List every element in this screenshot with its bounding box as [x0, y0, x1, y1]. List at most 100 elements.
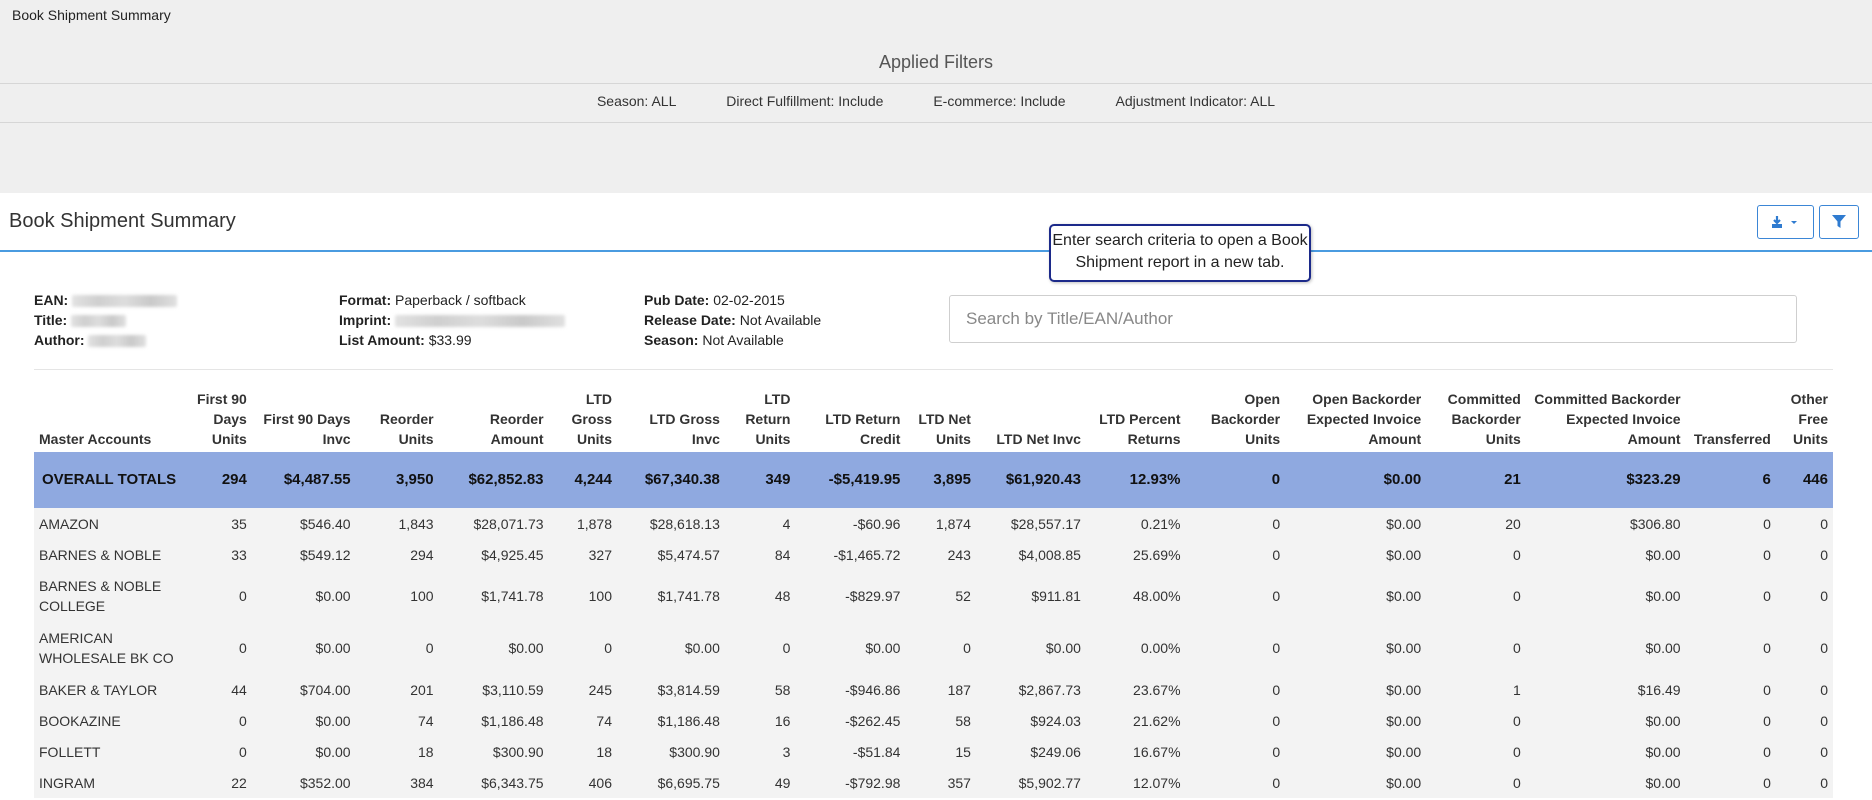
col-ltd-net-units[interactable]: LTD Net Units	[918, 411, 971, 447]
filter-button[interactable]	[1819, 205, 1859, 239]
table-cell: 12.07%	[1133, 774, 1181, 791]
table-cell: $0.00	[1386, 743, 1422, 760]
download-dropdown-button[interactable]	[1757, 205, 1814, 239]
table-cell: $4,925.45	[481, 546, 544, 563]
table-cell: $67,340.38	[617, 452, 725, 508]
author-value-redacted	[88, 335, 147, 348]
filters-divider-top	[0, 83, 1872, 84]
totals-row: OVERALL TOTALS 294 $4,487.55 3,950 $62,852.8…	[34, 452, 1833, 508]
season-label: Season:	[644, 332, 699, 348]
table-cell: $0.00	[1645, 712, 1681, 729]
list-amount-label: List Amount:	[339, 332, 425, 348]
table-cell: 0	[1820, 712, 1828, 729]
col-open-backorder-units[interactable]: Open Backorder Units	[1210, 391, 1281, 447]
account-name-cell: AMERICAN WHOLESALE BK CO	[39, 630, 174, 666]
col-first-90-days-invc[interactable]: First 90 Days Invc	[263, 411, 351, 447]
col-first-90-days-units[interactable]: First 90 Days Units	[197, 391, 247, 447]
table-cell: $28,618.13	[649, 515, 720, 532]
pub-date-value: 02-02-2015	[713, 292, 785, 308]
col-ltd-percent-returns[interactable]: LTD Percent Returns	[1099, 411, 1181, 447]
table-cell: 327	[588, 546, 612, 563]
table-cell: $323.29	[1525, 452, 1686, 508]
table-cell: 48	[774, 588, 791, 604]
table-cell: 0	[604, 640, 612, 656]
table-cell: 0	[1272, 546, 1281, 563]
table-row: AMAZON 35 $546.40 1,843 $28,071.73 1,878 $28,6…	[34, 508, 1833, 539]
format-label: Format:	[339, 292, 392, 308]
table-cell: 1,874	[935, 515, 971, 532]
col-ltd-net-invc[interactable]: LTD Net Invc	[996, 431, 1081, 447]
table-cell: $4,008.85	[1018, 546, 1081, 563]
table-cell: 294	[410, 546, 434, 563]
col-master-accounts[interactable]: Master Accounts	[39, 431, 152, 447]
table-cell: $0.00	[1386, 640, 1422, 656]
table-cell: $0.00	[1386, 588, 1422, 604]
table-cell: 3,950	[355, 452, 439, 508]
release-date-label: Release Date:	[644, 312, 736, 328]
table-cell: -$51.84	[852, 743, 901, 760]
col-committed-backorder-expected-invoice[interactable]: Committed Backorder Expected Invoice Amo…	[1534, 391, 1681, 447]
filters-divider-bottom	[0, 122, 1872, 123]
table-cell: 0	[1272, 515, 1281, 532]
account-name-cell: FOLLETT	[39, 743, 101, 760]
table-cell: 349	[724, 452, 796, 508]
season-value: Not Available	[702, 332, 784, 348]
table-cell: 0	[1763, 640, 1771, 656]
table-cell: $0.00	[1645, 640, 1681, 656]
col-open-backorder-expected-invoice[interactable]: Open Backorder Expected Invoice Amount	[1306, 391, 1422, 447]
table-cell: 0	[963, 640, 971, 656]
account-name-cell: BAKER & TAYLOR	[39, 681, 158, 698]
col-ltd-return-units[interactable]: LTD Return Units	[745, 391, 791, 447]
table-cell: 15	[955, 743, 971, 760]
table-cell: 0	[1513, 640, 1521, 656]
col-ltd-gross-units[interactable]: LTD Gross Units	[571, 391, 612, 447]
table-cell: 4	[782, 515, 791, 532]
account-name-cell: INGRAM	[39, 774, 95, 791]
col-committed-backorder-units[interactable]: Committed Backorder Units	[1447, 391, 1521, 447]
table-cell: 35	[231, 515, 247, 532]
table-cell: 0	[1185, 452, 1286, 508]
table-cell: 357	[947, 774, 971, 791]
col-transferred[interactable]: Transferred	[1693, 431, 1771, 447]
table-cell: 0	[1513, 743, 1521, 760]
table-cell: 16.67%	[1133, 743, 1181, 760]
table-cell: $6,695.75	[657, 774, 720, 791]
table-cell: 0	[1272, 681, 1281, 698]
table-cell: 0	[1763, 515, 1771, 532]
info-table-divider	[34, 369, 1833, 370]
table-cell: 44	[231, 681, 247, 698]
table-cell: 21	[1426, 452, 1526, 508]
col-reorder-amount[interactable]: Reorder Amount	[489, 411, 544, 447]
col-ltd-return-credit[interactable]: LTD Return Credit	[825, 411, 901, 447]
col-ltd-gross-invc[interactable]: LTD Gross Invc	[649, 411, 720, 447]
table-cell: 0	[1820, 515, 1828, 532]
table-cell: -$792.98	[845, 774, 901, 791]
col-reorder-units[interactable]: Reorder Units	[379, 411, 434, 447]
title-value-redacted	[71, 315, 127, 328]
table-cell: -$946.86	[845, 681, 901, 698]
table-cell: 0	[239, 588, 247, 604]
table-cell: $5,474.57	[657, 546, 720, 563]
search-input[interactable]	[949, 295, 1797, 343]
table-cell: 20	[1505, 515, 1521, 532]
search-tooltip: Enter search criteria to open a Book Shi…	[1049, 224, 1311, 282]
table-cell: 74	[417, 712, 434, 729]
table-cell: $0.00	[1645, 774, 1681, 791]
table-cell: 0	[1820, 681, 1828, 698]
filter-season: Season: ALL	[596, 93, 677, 109]
book-info-column-2: Format: Paperback / softback Imprint: Li…	[339, 290, 565, 350]
table-cell: 84	[774, 546, 791, 563]
table-cell: $0.00	[508, 640, 544, 656]
book-shipment-panel: Book Shipment Summary Enter search crite…	[0, 193, 1872, 800]
table-cell: $306.80	[1629, 515, 1681, 532]
panel-title: Book Shipment Summary	[9, 210, 236, 232]
table-cell: $546.40	[299, 515, 351, 532]
col-other-free-units[interactable]: Other Free Units	[1790, 391, 1828, 447]
table-cell: $249.06	[1030, 743, 1081, 760]
table-row: BAKER & TAYLOR 44 $704.00 201 $3,110.59 245 $3…	[34, 674, 1833, 705]
table-cell: 1,878	[576, 515, 612, 532]
format-value: Paperback / softback	[395, 292, 526, 308]
table-cell: $5,902.77	[1018, 774, 1081, 791]
table-cell: $0.00	[684, 640, 720, 656]
table-cell: $0.00	[865, 640, 901, 656]
